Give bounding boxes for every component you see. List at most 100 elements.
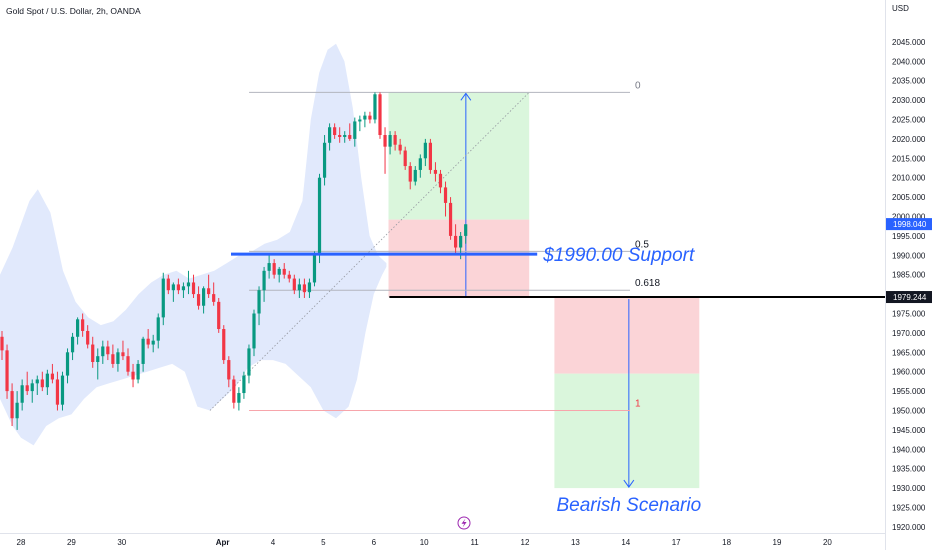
y-tick-label: 1920.000	[892, 523, 926, 532]
candle	[257, 290, 261, 314]
drawing-lines-layer	[231, 252, 885, 299]
candle	[438, 173, 443, 188]
support-label: $1990.00 Support	[542, 245, 695, 266]
x-tick-label: 29	[67, 538, 76, 547]
y-tick-label: 2010.000	[892, 174, 926, 183]
candle	[96, 356, 100, 362]
candle	[0, 336, 4, 351]
y-tick-label: 1960.000	[892, 368, 926, 377]
x-tick-label: 11	[470, 538, 479, 547]
candle	[156, 317, 160, 341]
x-tick-label: 10	[420, 538, 429, 547]
candle	[60, 375, 65, 405]
price-axis-bg	[885, 0, 932, 550]
candle	[81, 319, 85, 331]
long-risk-zone	[388, 219, 530, 298]
candle	[65, 352, 70, 376]
chart-title: Gold Spot / U.S. Dollar, 2h, OANDA	[6, 6, 141, 16]
candle	[146, 338, 150, 345]
x-tick-label: 14	[621, 538, 630, 547]
candle	[338, 135, 342, 137]
candle	[353, 121, 357, 139]
currency-label: USD	[892, 4, 909, 13]
time-axis-bg	[0, 533, 885, 550]
candle	[70, 336, 75, 353]
x-tick-label: 5	[321, 538, 326, 547]
fib-trend-line	[209, 92, 530, 411]
y-tick-label: 2025.000	[892, 116, 926, 125]
candle	[212, 294, 216, 302]
y-tick-label: 2040.000	[892, 57, 926, 66]
x-tick-label: 28	[17, 538, 26, 547]
candle	[247, 348, 251, 376]
candle	[322, 142, 327, 178]
y-tick-label: 1940.000	[892, 445, 926, 454]
candle	[368, 115, 372, 120]
fib-label: 1	[635, 399, 641, 410]
annotation-labels-layer: $1990.00 Support Bearish Scenario	[542, 245, 701, 516]
candle	[413, 169, 417, 182]
candle	[378, 94, 382, 136]
bearish-scenario-label: Bearish Scenario	[556, 495, 701, 516]
short-profit-zone	[554, 373, 700, 489]
y-tick-label: 1935.000	[892, 465, 926, 474]
candle	[25, 385, 29, 392]
candle	[232, 379, 236, 403]
candle	[55, 379, 60, 405]
candle	[237, 393, 241, 403]
candle	[454, 235, 458, 248]
candles-layer	[0, 92, 468, 430]
price-label-box	[886, 218, 932, 231]
candle	[91, 344, 95, 362]
candle	[443, 187, 448, 203]
candle	[302, 284, 306, 293]
x-tick-label: 20	[823, 538, 832, 547]
fibonacci-layer: 0 0.5 0.618 1	[209, 80, 660, 411]
lightning-icon[interactable]	[457, 516, 471, 530]
candle	[181, 286, 186, 291]
fib-label: 0.5	[635, 239, 649, 250]
candle	[423, 142, 427, 159]
candle	[388, 135, 392, 147]
y-tick-label: 1990.000	[892, 251, 926, 260]
y-tick-label: 2020.000	[892, 135, 926, 144]
candle	[106, 346, 110, 355]
candle	[267, 263, 271, 271]
candle	[45, 373, 49, 388]
candle	[464, 224, 468, 236]
candle	[428, 142, 432, 170]
candle	[166, 278, 170, 291]
candle	[408, 166, 412, 182]
y-tick-label: 2030.000	[892, 96, 926, 105]
price-label: 1979.244	[893, 293, 927, 302]
price-label: 1998.040	[893, 220, 927, 229]
y-tick-label: 1965.000	[892, 348, 926, 357]
bollinger-band-layer	[0, 43, 387, 446]
candle	[15, 402, 19, 419]
candle	[448, 202, 453, 236]
y-tick-label: 1950.000	[892, 407, 926, 416]
candle	[116, 352, 120, 364]
short-risk-zone	[554, 297, 700, 374]
candle	[121, 352, 125, 357]
candle	[328, 127, 332, 143]
y-tick-label: 1970.000	[892, 329, 926, 338]
candle	[126, 356, 130, 372]
y-tick-label: 1955.000	[892, 387, 926, 396]
short-arrow-head	[623, 479, 635, 488]
x-tick-label: 13	[571, 538, 580, 547]
x-tick-label: 6	[372, 538, 377, 547]
x-tick-label: Apr	[216, 538, 230, 547]
y-tick-label: 2035.000	[892, 77, 926, 86]
candle	[40, 379, 44, 388]
candle	[171, 284, 175, 291]
y-tick-label: 1995.000	[892, 232, 926, 241]
price-label-box	[886, 291, 932, 304]
candle	[227, 360, 231, 380]
candle	[282, 268, 286, 275]
candle	[317, 177, 322, 256]
candle	[20, 385, 24, 403]
position-boxes-layer	[388, 92, 700, 489]
